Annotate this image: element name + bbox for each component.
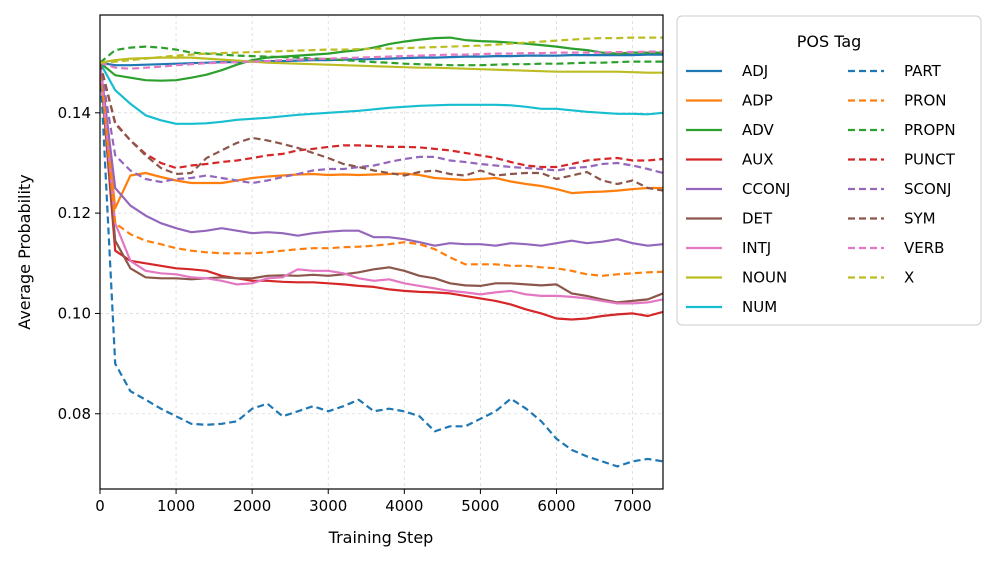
legend-label-sconj: SCONJ [904, 180, 951, 198]
legend-title: POS Tag [797, 32, 862, 51]
y-axis: 0.08 0.10 0.12 0.14 [58, 104, 100, 423]
series-line-det [100, 62, 663, 304]
legend-label-sym: SYM [904, 210, 936, 228]
x-tick-label: 3000 [309, 497, 347, 515]
legend-label-aux: AUX [742, 151, 774, 169]
series-line-propn [100, 45, 663, 67]
series-line-sym [100, 62, 663, 192]
legend-label-part: PART [904, 62, 942, 80]
x-tick-label: 2000 [233, 497, 271, 515]
legend-label-punct: PUNCT [904, 151, 956, 169]
y-axis-title: Average Probability [15, 174, 34, 329]
series-line-part [100, 62, 663, 468]
legend-label-det: DET [742, 210, 773, 228]
series-line-adv [100, 36, 663, 82]
y-tick-label: 0.08 [58, 405, 91, 423]
legend-label-intj: INTJ [742, 239, 771, 257]
series-line-pron [100, 62, 663, 277]
legend-label-adj: ADJ [742, 62, 768, 80]
x-tick-label: 6000 [537, 497, 575, 515]
grid-lines [99, 15, 663, 489]
legend-items: ADJ ADP ADV AUX CCONJ DET INTJ NOUN NUM PART PRON P… [686, 62, 956, 316]
x-tick-label: 5000 [461, 497, 499, 515]
legend-label-pron: PRON [904, 92, 947, 110]
x-tick-label: 0 [95, 497, 105, 515]
x-tick-label: 1000 [157, 497, 195, 515]
legend-label-num: NUM [742, 298, 777, 316]
y-tick-label: 0.12 [58, 204, 91, 222]
x-tick-label: 4000 [385, 497, 423, 515]
legend-label-adv: ADV [742, 121, 775, 139]
series-line-num [100, 62, 663, 125]
series-line-noun [100, 56, 663, 74]
series-line-x [100, 36, 663, 64]
series-line-aux [100, 62, 663, 321]
series-line-cconj [100, 62, 663, 247]
legend-label-noun: NOUN [742, 269, 787, 287]
legend-label-adp: ADP [742, 92, 773, 110]
x-axis: 0 1000 2000 3000 4000 5000 6000 7000 [95, 489, 652, 515]
x-tick-label: 7000 [613, 497, 651, 515]
series-line-punct [100, 62, 663, 170]
plot-frame [99, 14, 664, 490]
series-line-intj [100, 62, 663, 305]
y-tick-label: 0.14 [58, 104, 91, 122]
y-tick-label: 0.10 [58, 304, 91, 322]
legend-label-x: X [904, 269, 914, 287]
series-line-verb [100, 50, 663, 70]
series-layer [100, 36, 663, 468]
legend-label-propn: PROPN [904, 121, 956, 139]
x-axis-title: Training Step [328, 528, 434, 547]
series-line-sconj [100, 62, 663, 185]
legend-label-verb: VERB [904, 239, 944, 257]
legend: POS Tag ADJ ADP ADV AUX CCONJ DET INTJ NOUN NUM P… [676, 15, 982, 326]
legend-box [676, 15, 982, 326]
series-line-adp [100, 62, 663, 210]
legend-label-cconj: CCONJ [742, 180, 790, 198]
